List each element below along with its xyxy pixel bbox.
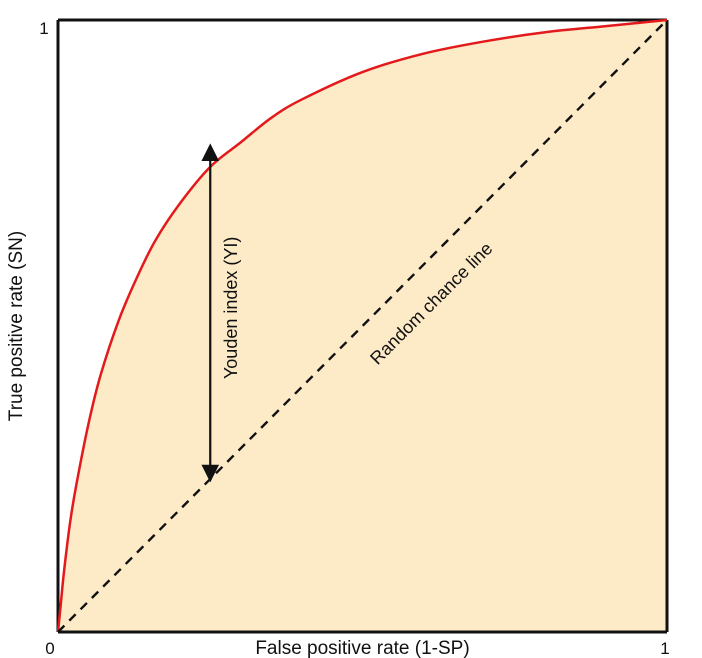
roc-curve-line: [56, 18, 668, 633]
x-tick-label-1: 1: [660, 639, 669, 658]
x-axis-title: False positive rate (1-SP): [255, 638, 469, 658]
y-axis-title: True positive rate (SN): [6, 231, 27, 421]
youden-index-label: Youden index (YI): [221, 237, 241, 379]
plot-layer: False positive rate (1-SP) True positive…: [6, 18, 670, 658]
x-tick-label-0: 0: [45, 639, 54, 658]
y-tick-label-1: 1: [39, 19, 48, 38]
